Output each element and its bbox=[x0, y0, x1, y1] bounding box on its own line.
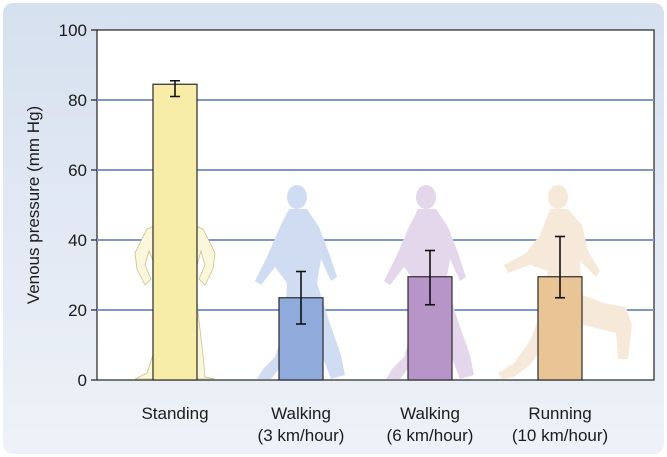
x-category-label: Standing bbox=[141, 404, 208, 423]
y-axis-label: Venous pressure (mm Hg) bbox=[24, 106, 43, 304]
error-bar bbox=[425, 249, 435, 306]
error-bars bbox=[170, 79, 565, 325]
error-bar bbox=[296, 270, 306, 325]
x-category-sublabel: (6 km/hour) bbox=[387, 426, 474, 445]
venous-pressure-chart: 0 20 40 60 80 100 Standing Walking (3 km/hour) W… bbox=[24, 21, 655, 445]
error-bar bbox=[170, 79, 180, 98]
x-category-sublabel: (10 km/hour) bbox=[512, 426, 608, 445]
x-category-sublabel: (3 km/hour) bbox=[258, 426, 345, 445]
x-category-label: Running bbox=[528, 404, 591, 423]
y-tick-label: 20 bbox=[68, 301, 87, 320]
x-category-label: Walking bbox=[400, 404, 460, 423]
x-axis-categories: Standing Walking (3 km/hour) Walking (6 km/h… bbox=[141, 404, 608, 445]
chart-panel: 0 20 40 60 80 100 Standing Walking (3 km/hour) W… bbox=[3, 3, 664, 454]
x-category-label: Walking bbox=[271, 404, 331, 423]
y-tick-label: 100 bbox=[59, 21, 87, 40]
y-tick-label: 0 bbox=[78, 371, 87, 390]
bars bbox=[152, 83, 583, 381]
y-axis-ticks: 0 20 40 60 80 100 bbox=[59, 21, 97, 390]
y-tick-label: 80 bbox=[68, 91, 87, 110]
y-tick-label: 40 bbox=[68, 231, 87, 250]
bar bbox=[152, 83, 198, 381]
error-bar bbox=[555, 235, 565, 299]
y-tick-label: 60 bbox=[68, 161, 87, 180]
